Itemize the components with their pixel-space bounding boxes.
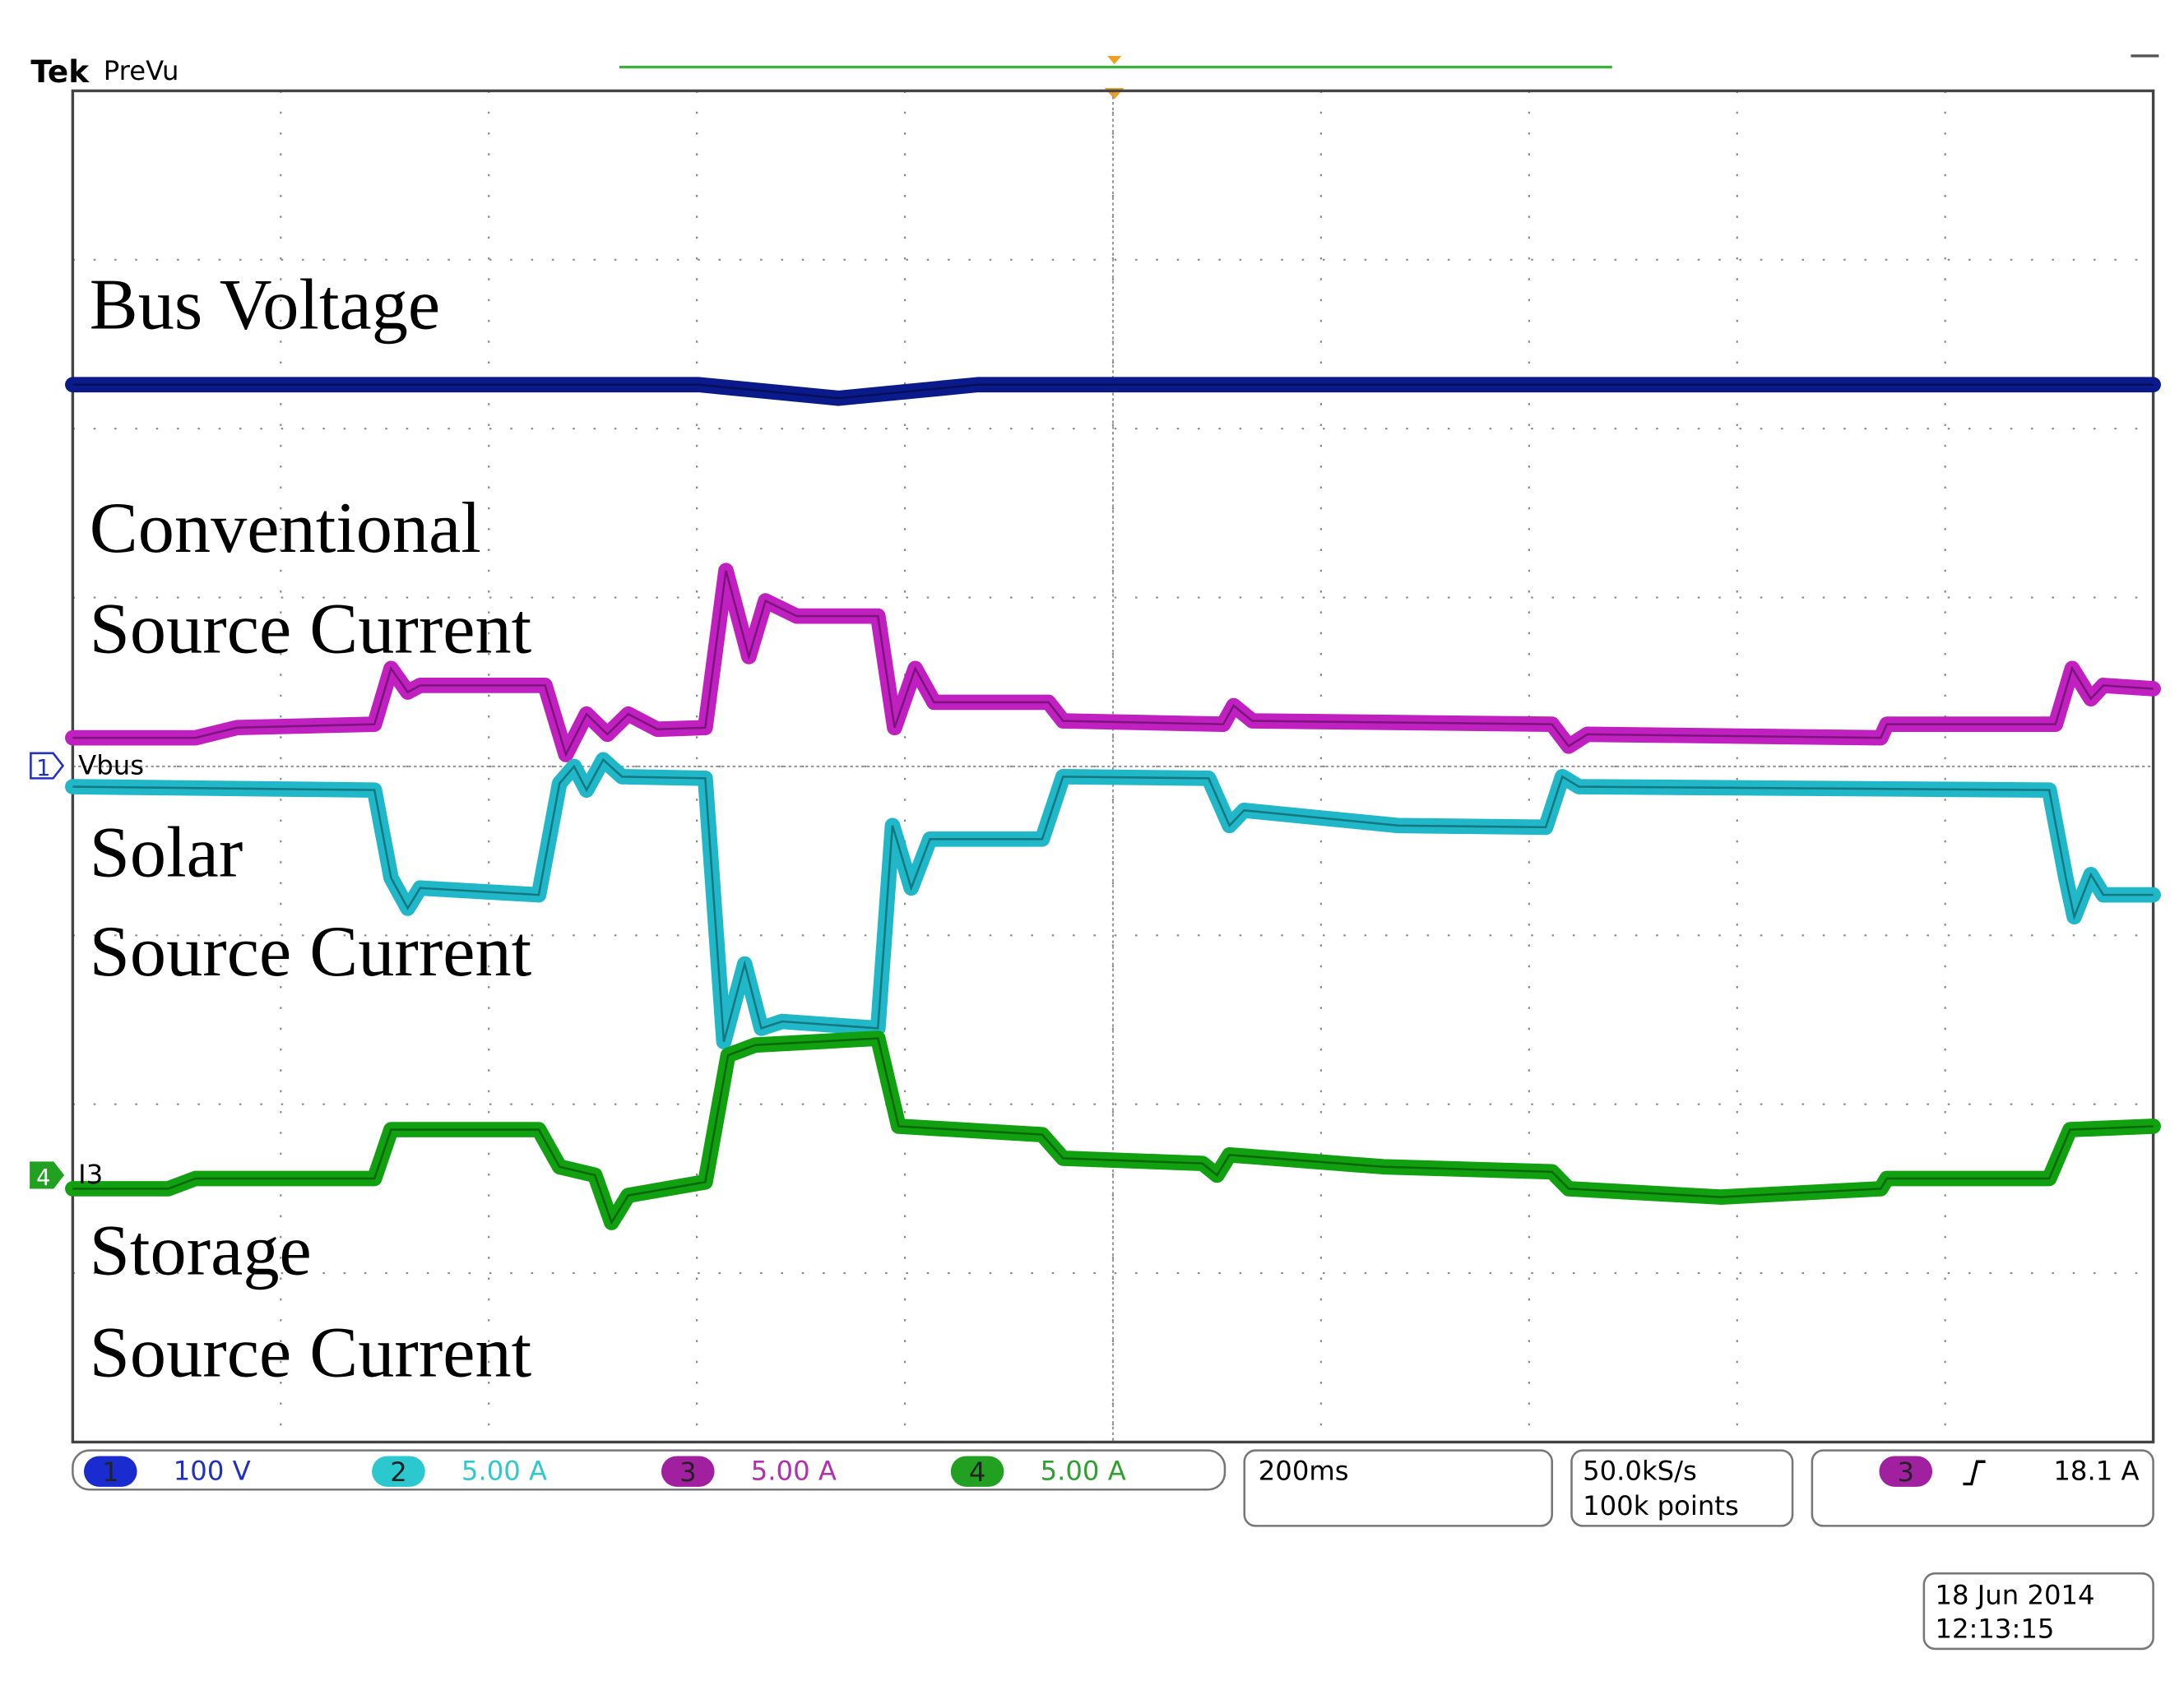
channel-scale: 5.00 A bbox=[751, 1455, 837, 1486]
annotation: Conventional bbox=[90, 488, 481, 568]
timebase-box bbox=[1243, 1449, 1553, 1527]
channel-pill bbox=[661, 1456, 715, 1487]
annotation: Bus Voltage bbox=[90, 264, 440, 345]
channel-pill bbox=[372, 1456, 425, 1487]
graticule bbox=[72, 90, 2154, 1443]
date: 18 Jun 2014 bbox=[1935, 1580, 2094, 1611]
channel-number: 2 bbox=[390, 1456, 407, 1488]
trigger-position-marker bbox=[1107, 55, 1122, 65]
channel-number: 3 bbox=[679, 1456, 697, 1488]
annotation: Source Current bbox=[90, 588, 532, 669]
channel-readouts: 1 100 V 2 5.00 A 3 5.00 A 4 5.00 A bbox=[83, 1455, 1126, 1488]
annotation: Solar bbox=[90, 812, 243, 892]
channel-marker-number: 1 bbox=[36, 756, 50, 781]
timebase: 200ms bbox=[1259, 1455, 1349, 1486]
trigger-channel-pill bbox=[1879, 1456, 1933, 1487]
acquisition-box bbox=[1570, 1449, 1794, 1527]
waveform bbox=[65, 377, 2161, 406]
annotation: Source Current bbox=[90, 911, 532, 992]
channel-scale: 5.00 A bbox=[1041, 1455, 1126, 1486]
traces bbox=[65, 377, 2161, 1230]
sample-rate: 50.0kS/s bbox=[1583, 1455, 1697, 1486]
datetime-box bbox=[1922, 1572, 2154, 1651]
channel-marker bbox=[30, 1161, 65, 1189]
waveform bbox=[65, 1030, 2161, 1230]
channel-number: 4 bbox=[969, 1456, 986, 1488]
waveform-core bbox=[72, 757, 2154, 1042]
waveform-core bbox=[72, 1037, 2154, 1225]
record-length: 100k points bbox=[1583, 1490, 1739, 1521]
channel-pill bbox=[83, 1456, 137, 1487]
trigger-level: 18.1 A bbox=[2053, 1455, 2139, 1486]
annotation: Source Current bbox=[90, 1313, 532, 1393]
channel-marker-number: 4 bbox=[36, 1165, 50, 1191]
annotation: Storage bbox=[90, 1211, 312, 1291]
brand: Tek bbox=[30, 53, 90, 90]
graticule-frame bbox=[71, 89, 2155, 1444]
waveform bbox=[65, 563, 2161, 762]
waveform-core bbox=[72, 570, 2154, 757]
trigger-channel: 3 bbox=[1898, 1456, 1915, 1488]
channel-pill bbox=[950, 1456, 1004, 1487]
acquisition-mode: PreVu bbox=[104, 55, 179, 86]
channel-scale: 5.00 A bbox=[461, 1455, 547, 1486]
channel-readout-box bbox=[72, 1449, 1226, 1491]
trigger-slope bbox=[1963, 1460, 1986, 1486]
channel-marker-label: I3 bbox=[78, 1159, 103, 1190]
channel-number: 1 bbox=[102, 1456, 119, 1488]
waveform bbox=[65, 752, 2161, 1050]
channel-marker bbox=[30, 752, 65, 780]
waveform-core bbox=[72, 383, 2154, 400]
channel-scale: 100 V bbox=[174, 1455, 251, 1486]
channel-marker-label: Vbus bbox=[78, 749, 144, 780]
time: 12:13:15 bbox=[1935, 1613, 2054, 1644]
